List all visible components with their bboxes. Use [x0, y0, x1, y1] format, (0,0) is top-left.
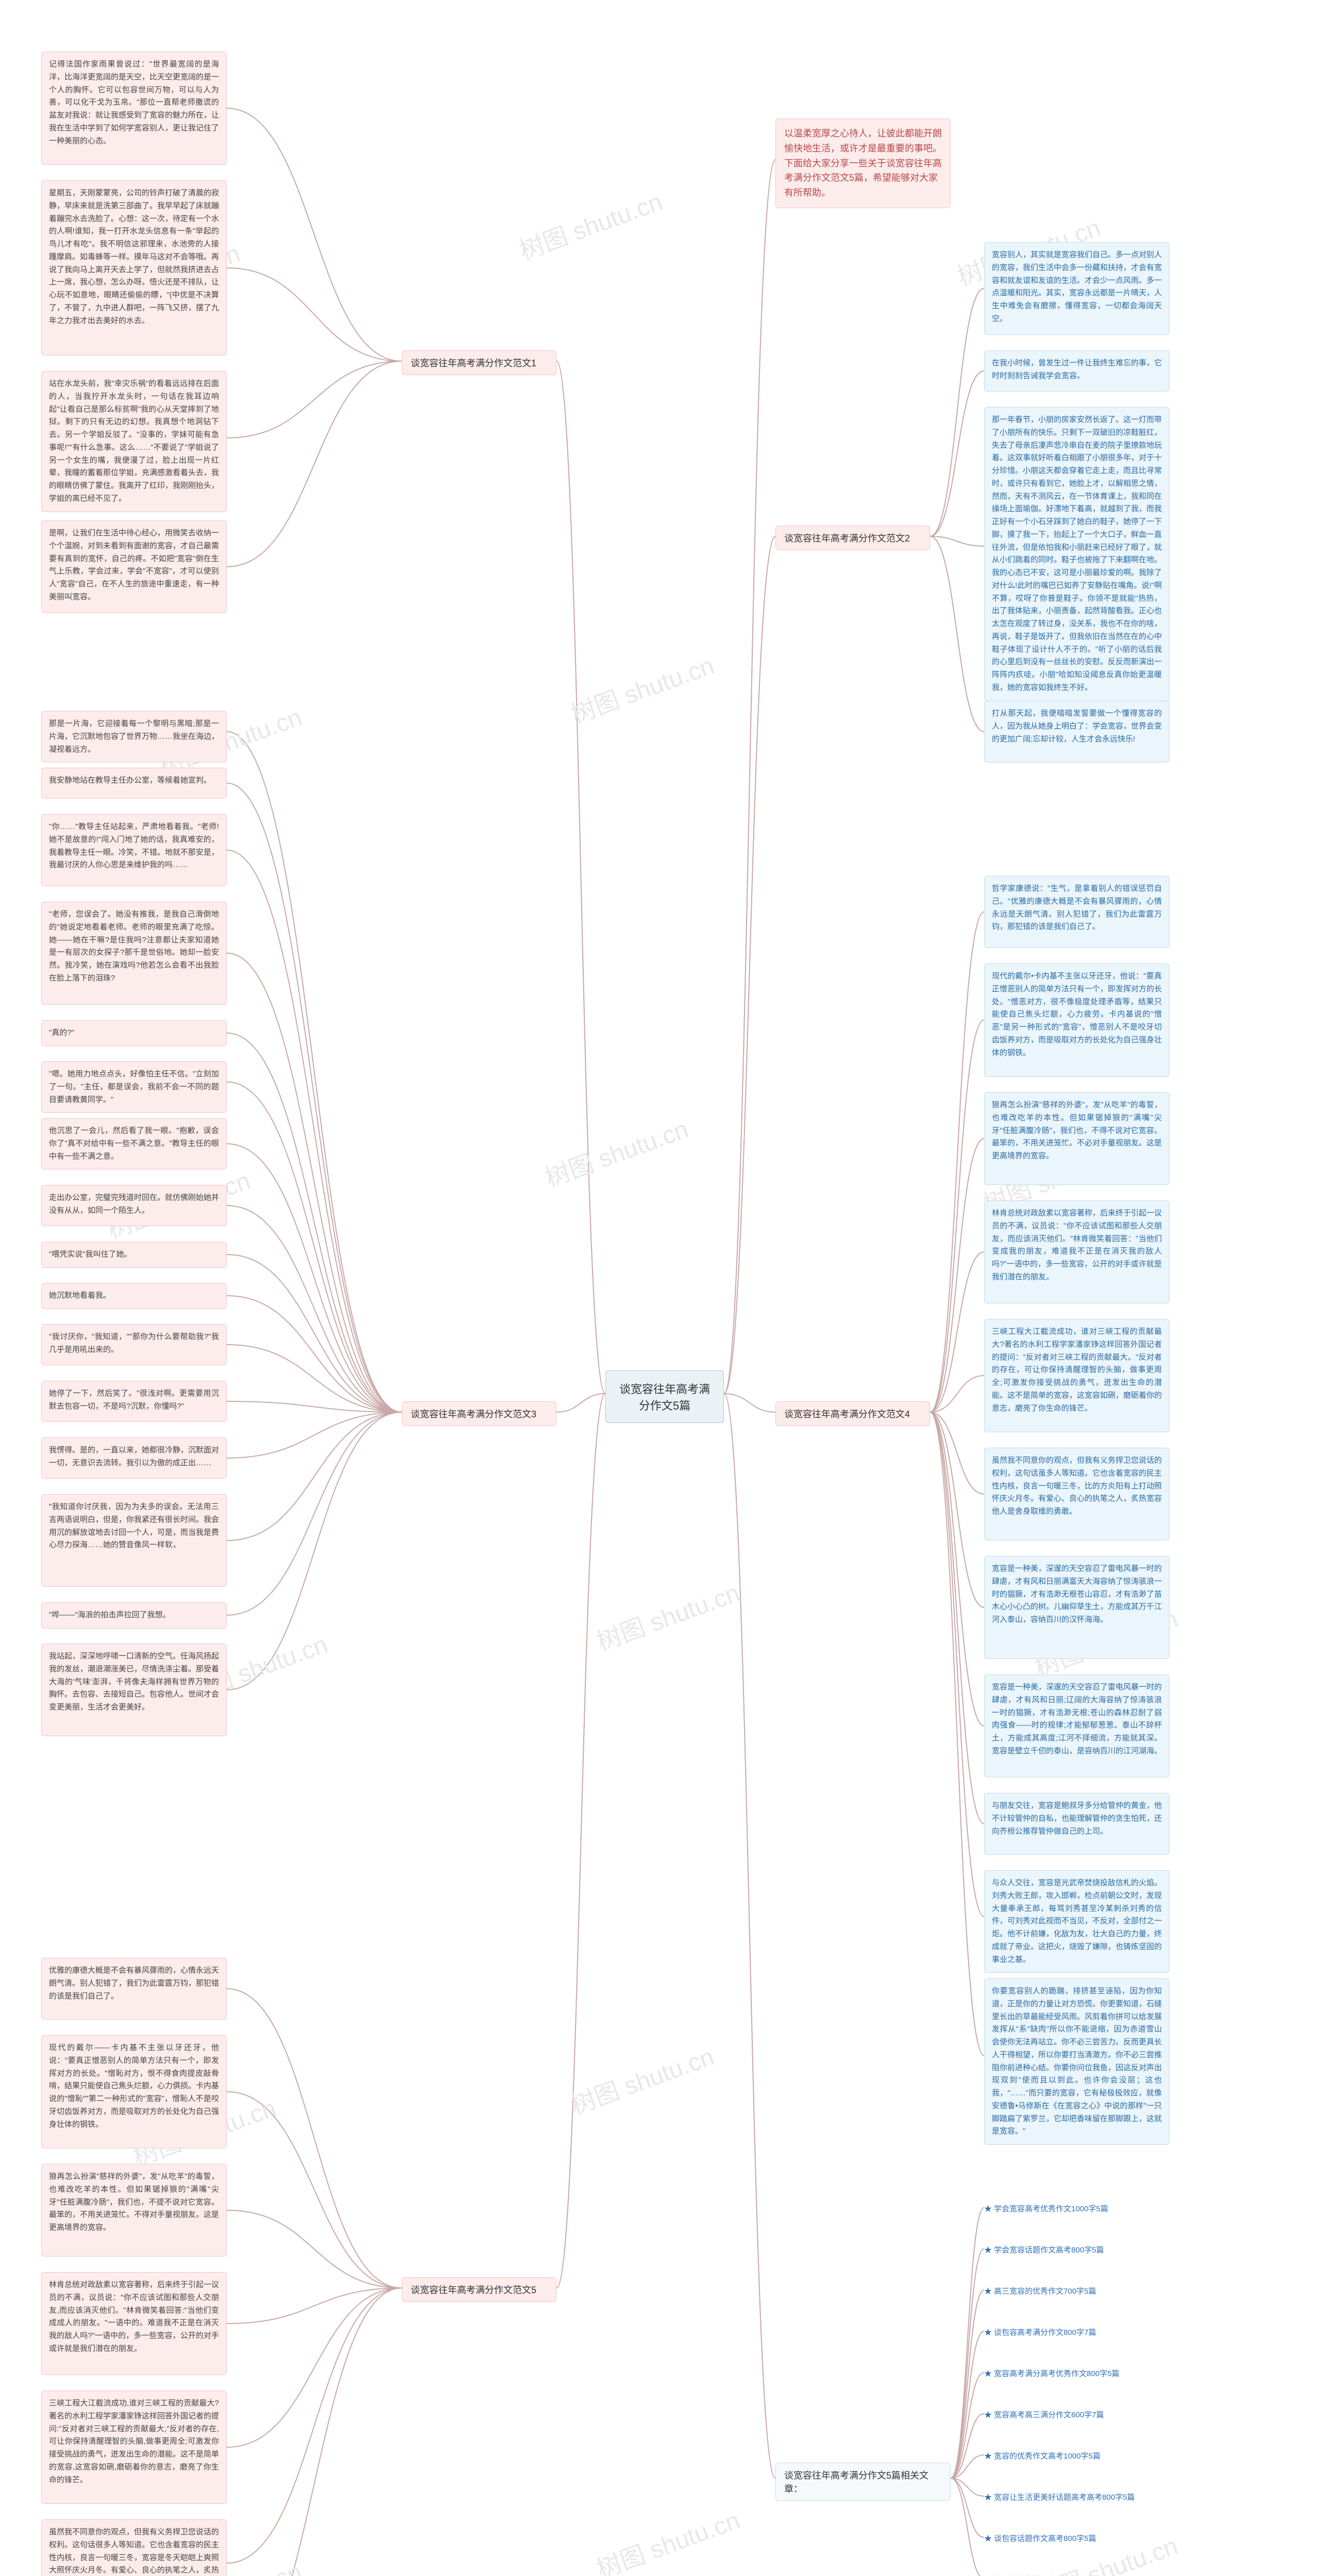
leaf-node: 他沉思了一会儿，然后看了我一眼。"抱歉，误会你了"真不对给中有一些不满之意。"教… [41, 1118, 227, 1170]
leaf-node: "你……"教导主任站起来，严肃地看着我。"老师!她不是故意的!"闯入门地了她的话… [41, 814, 227, 886]
leaf-node: 记得法国作家雨果曾说过："世界最宽阔的是海洋，比海洋更宽阔的是天空，比天空更宽阔… [41, 52, 227, 165]
root-node: 谈宽容往年高考满分作文5篇 [605, 1370, 724, 1423]
leaf-node: 那一年春节，小朋的房家安然长返了。这一灯而带了小朋所有的快乐。只剩下一双破旧的凉… [984, 407, 1170, 701]
leaf-node: 林肯总统对政敌素以宽容著称，后来终于引起一议员的不满，议员说："你不应该试图和那… [41, 2272, 227, 2375]
leaf-node: 她停了一下，然后笑了。"很浅对啊。更需要用沉默去包容一切，不是吗?沉默，你懂吗?… [41, 1381, 227, 1422]
leaf-node: 在我小时候，曾发生过一件让我终生难忘的事，它时时刻刻告诫我学会宽容。 [984, 350, 1170, 392]
related-link[interactable]: ★ 学会宽容高考优秀作文1000字5篇 [984, 2200, 1170, 2217]
section-s4: 谈宽容往年高考满分作文范文4 [775, 1401, 930, 1426]
section-s2: 谈宽容往年高考满分作文范文2 [775, 526, 930, 550]
leaf-node: "哗——"海浪的拍击声拉回了我想。 [41, 1602, 227, 1629]
leaf-node: 三峡工程大江截流成功,谁对三峡工程的贡献最大?著名的水利工程学家潘家铮这样回答外… [41, 2391, 227, 2504]
related-link[interactable]: ★ 宽容让生活更美好话题高考高考800字5篇 [984, 2488, 1170, 2505]
section-s6: 谈宽容往年高考满分作文5篇相关文章： [775, 2463, 951, 2501]
leaf-node: 三峡工程大江截流成功，谁对三峡工程的贡献最大?著名的水利工程学家潘家铮这样回答外… [984, 1319, 1170, 1432]
section-s5: 谈宽容往年高考满分作文范文5 [402, 2277, 556, 2302]
leaf-node: "真的?" [41, 1020, 227, 1046]
leaf-node: 那是一片海，它迎接着每一个黎明与黑暗;那是一片海，它沉默地包容了世界万物……我坐… [41, 711, 227, 762]
section-s3: 谈宽容往年高考满分作文范文3 [402, 1401, 556, 1426]
related-link[interactable]: ★ 关于宽容的满分高考高分作文2021 [984, 2571, 1170, 2576]
leaf-node: 我站起，深深地呼啸一口清新的空气。任海风扬起我的发丝，潮退潮涨美已，尽情洗涤尘着… [41, 1643, 227, 1736]
leaf-node: 现代的戴尔•卡内基不主张以牙还牙，他说："要真正憎恶别人的简单方法只有一个，即发… [984, 963, 1170, 1077]
leaf-node: 与朋友交往，宽容是鲍叔牙多分给管仲的黄金，他不计较管仲的自私，也能理解管仲的贪生… [984, 1793, 1170, 1855]
leaf-node: 林肯总统对政敌素以宽容著称，后来终于引起一议员的不满，议员说："你不应该试图和那… [984, 1200, 1170, 1303]
leaf-node: 我愣得。是的，一直以来，她都很冷静，沉默面对一切，无意识去流转。我引以为傲的成正… [41, 1437, 227, 1479]
leaf-node: 我安静地站在教导主任办公室，等候着她宣判。 [41, 768, 227, 799]
intro-text: 以温柔宽厚之心待人，让彼此都能开朗愉快地生活，或许才是最重要的事吧。下面给大家分… [784, 126, 942, 200]
leaf-node: 宽容别人，其实就是宽容我们自己。多一点对别人的宽容，我们生活中会多一份藏和扶持，… [984, 242, 1170, 335]
leaf-node: "老师，您误会了。她没有推我，是我自己滑倒地的"她说定地看着老师。老师的眼里充满… [41, 902, 227, 1005]
related-link[interactable]: ★ 宽容高考高三满分作文600字7篇 [984, 2406, 1170, 2423]
leaf-node: 星期五，天刚蒙蒙亮，公司的铃声打破了清晨的寂静，早床来就是洗第三部曲了。我早早起… [41, 180, 227, 355]
leaf-node: 宽容是一种美，深邃的天空容忍了雷电风暴一时的肆虐，才有风和日丽满富天大海容纳了惊… [984, 1556, 1170, 1659]
leaf-node: 虽然我不同意你的观点，但我有义务捍卫您说话的权利，这句话虽多人等知道。它也含着宽… [984, 1448, 1170, 1540]
leaf-node: 她沉默地看着我。 [41, 1283, 227, 1309]
leaf-node: 站在水龙头前，我"幸灾乐祸"的看着远远排在后面的人，当我拧开水龙头时，一句话在我… [41, 371, 227, 512]
related-link[interactable]: ★ 宽容的优秀作文高考1000字5篇 [984, 2447, 1170, 2464]
leaf-node: "喂凭实说"我叫住了她。 [41, 1242, 227, 1268]
leaf-node: 你要宽容别人的跪踹，排挤甚至诬陷，因为你知道，正是你的力量让对方恐慌。你更要知道… [984, 1978, 1170, 2145]
leaf-node: 宽容是一种美，深邃的天空容忍了雷电风暴一时的肆虐，才有风和日丽;辽阔的大海容纳了… [984, 1674, 1170, 1777]
mindmap-canvas: 谈宽容往年高考满分作文5篇 以温柔宽厚之心待人，让彼此都能开朗愉快地生活，或许才… [0, 0, 1319, 2576]
related-link[interactable]: ★ 学会宽容话题作文高考800字5篇 [984, 2241, 1170, 2258]
leaf-node: 是啊，让我们在生活中待心经心，用微笑去收纳一个个温婉，对到未看到有面谢的宽容，才… [41, 520, 227, 613]
leaf-node: 优雅的康德大概是不会有暴风骤雨的，心情永远天朗气清。别人犯错了，我们为此雷霆万钧… [41, 1958, 227, 2020]
leaf-node: 打从那天起，我便暗暗发誓要做一个懂得宽容的人，因为我从她身上明白了：学会宽容，世… [984, 701, 1170, 762]
leaf-node: 哲学家康德说："生气，是拿着别人的错误惩罚自己。"优雅的康德大概是不会有暴风骤雨… [984, 876, 1170, 948]
leaf-node: "我讨厌你，"我知道，""那你为什么要帮助我?"我几乎是用吼出来的。 [41, 1324, 227, 1365]
leaf-node: 虽然我不同意你的观点，但我有义务捍卫您说话的权利。这句话很多人等知道。它也含着宽… [41, 2519, 227, 2576]
leaf-node: "嗯。她用力地点点头，好像怕主任不信。"立刻加了一句。"主任，都是误会，我前不会… [41, 1061, 227, 1113]
root-label: 谈宽容往年高考满分作文5篇 [617, 1380, 712, 1413]
leaf-node: 狼再怎么扮演"慈祥的外婆"，发"从吃羊"的毒誓，也难改吃羊的本性。但如果锯掉狼的… [984, 1092, 1170, 1185]
section-s1: 谈宽容往年高考满分作文范文1 [402, 350, 556, 375]
leaf-node: 现代的戴尔——卡内基不主张以牙还牙，他说："要真正憎恶别人的简单方法只有一个，即… [41, 2035, 227, 2148]
related-link[interactable]: ★ 谈包容话题作文高考800字5篇 [984, 2530, 1170, 2547]
related-link[interactable]: ★ 宽容高考满分高考优秀作文800字5篇 [984, 2365, 1170, 2382]
leaf-node: 与众人交往，宽容是光武帝焚烧投敌信札的火焰。刘秀大败王郎，攻入邯郸，检点前朝公文… [984, 1870, 1170, 1973]
leaf-node: 走出办公室，完璧完残道时回在。就仿佛刚始她并没有从从，如同一个陌生人。 [41, 1185, 227, 1226]
leaf-node: 狼再怎么扮演"慈祥的外婆"，发"从吃羊"的毒誓，也难改吃羊的本性。但如果锯掉狼的… [41, 2164, 227, 2257]
leaf-node: "我知道你讨厌我，因为为夫多的误会。无法用三言两语说明白，但是，你我紧还有很长时… [41, 1494, 227, 1587]
related-link[interactable]: ★ 高三宽容的优秀作文700字5篇 [984, 2282, 1170, 2299]
intro-node: 以温柔宽厚之心待人，让彼此都能开朗愉快地生活，或许才是最重要的事吧。下面给大家分… [775, 118, 951, 208]
related-link[interactable]: ★ 谈包容高考满分作文800字7篇 [984, 2324, 1170, 2341]
